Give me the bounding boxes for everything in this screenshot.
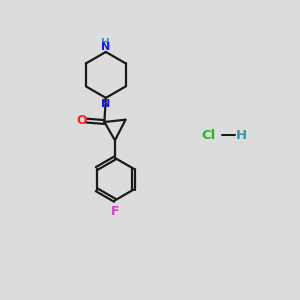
Text: O: O — [77, 114, 87, 127]
Text: H: H — [236, 129, 247, 142]
Text: H: H — [101, 38, 110, 48]
Text: N: N — [101, 99, 110, 109]
Text: Cl: Cl — [202, 129, 216, 142]
Text: N: N — [101, 42, 110, 52]
Text: F: F — [111, 205, 119, 218]
